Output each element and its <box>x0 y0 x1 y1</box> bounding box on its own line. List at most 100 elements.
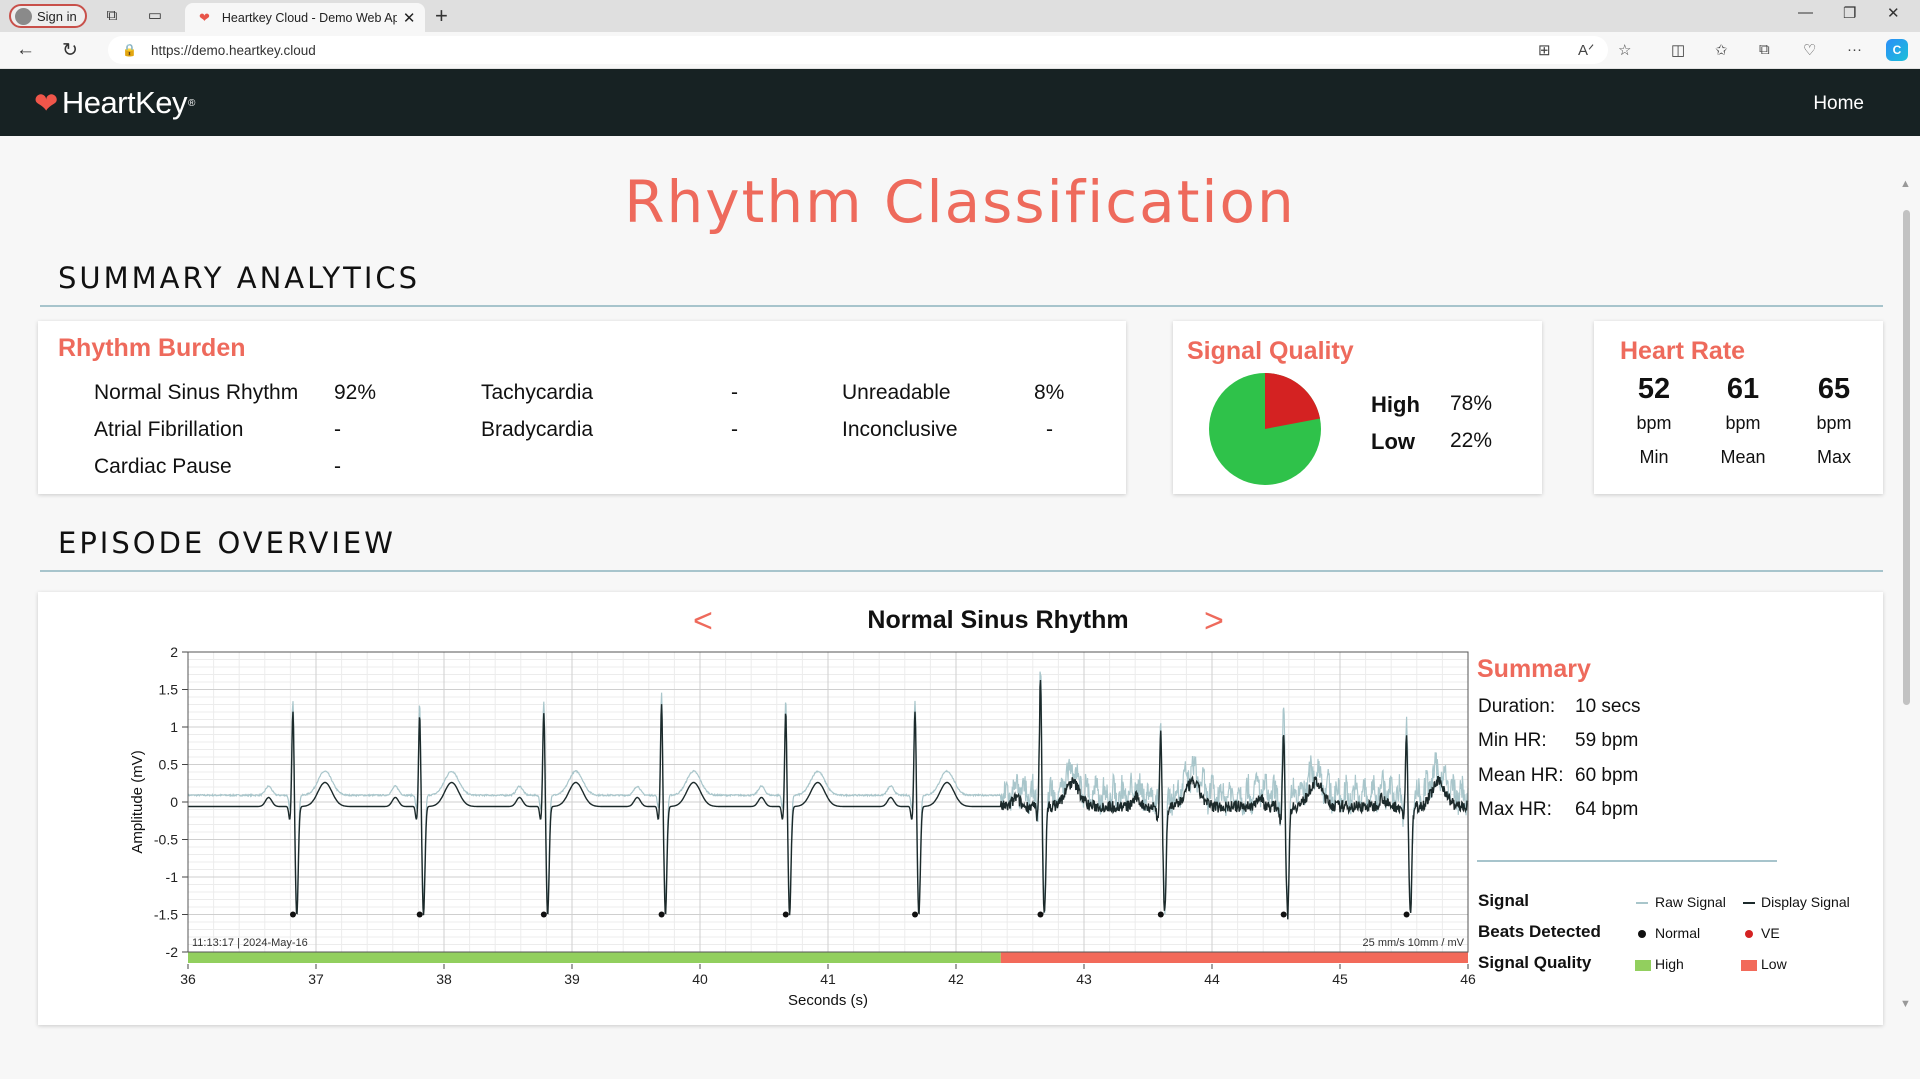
y-axis-label: Amplitude (mV) <box>129 750 146 853</box>
minimize-icon[interactable]: — <box>1798 4 1813 21</box>
url-input[interactable]: 🔒 https://demo.heartkey.cloud <box>108 36 1608 64</box>
x-tick-label: 36 <box>180 971 196 987</box>
burden-label: Bradycardia <box>481 418 594 441</box>
legend-normal: Normal <box>1655 925 1701 941</box>
episode-overview-heading: EPISODE OVERVIEW <box>58 526 396 560</box>
scroll-up-arrow-icon[interactable]: ▲ <box>1900 178 1911 190</box>
low-quality-swatch <box>1741 960 1757 971</box>
scale-label: 25 mm/s 10mm / mV <box>1363 937 1465 949</box>
quality-low-label: Low <box>1371 429 1415 454</box>
split-screen-icon[interactable]: ◫ <box>1671 42 1686 59</box>
hr-mean-stat: 61 bpm Mean <box>1693 373 1793 468</box>
registered-mark: ® <box>188 97 195 109</box>
legend-high: High <box>1655 956 1684 972</box>
quality-segment <box>188 952 1001 963</box>
restore-icon[interactable]: ❐ <box>1843 5 1857 22</box>
episode-card: < Normal Sinus Rhythm > 2 1.5 1 0.5 0 -0.5 -1 -… <box>38 592 1883 1025</box>
summary-divider <box>1477 860 1777 862</box>
legend-quality-label: Signal Quality <box>1478 953 1592 972</box>
next-episode-button[interactable]: > <box>1204 602 1224 640</box>
prev-episode-button[interactable]: < <box>693 602 713 640</box>
more-menu-icon[interactable]: ··· <box>1847 41 1862 58</box>
window-close-icon[interactable]: ✕ <box>1887 5 1900 22</box>
logo-text: HeartKey <box>61 85 188 120</box>
hr-unit: bpm <box>1725 413 1761 433</box>
burden-value: 92% <box>334 381 377 404</box>
raw-signal-line <box>187 671 1469 915</box>
beat-marker <box>782 911 789 918</box>
episode-title: Normal Sinus Rhythm <box>867 606 1129 634</box>
burden-label: Inconclusive <box>842 418 958 441</box>
pie-slice-low <box>1265 373 1321 429</box>
tab-title: Heartkey Cloud - Demo Web Ap <box>221 10 397 25</box>
signal-quality-card: Signal Quality High 78% Low 22% <box>1173 321 1542 494</box>
burden-value: - <box>1046 418 1053 441</box>
beat-marker <box>416 911 423 918</box>
y-tick-label: 1 <box>170 719 178 735</box>
sign-in-button[interactable]: Sign in <box>9 4 87 28</box>
x-axis-label: Seconds (s) <box>788 992 868 1009</box>
y-tick-label: -1.5 <box>154 907 178 923</box>
new-tab-icon[interactable]: + <box>435 3 448 28</box>
burden-value: - <box>334 418 341 441</box>
x-tick-label: 37 <box>308 971 324 987</box>
address-bar-row: ← ↻ 🔒 https://demo.heartkey.cloud ⊞ Aᐟ ☆… <box>0 32 1920 69</box>
timestamp-label: 11:13:17 | 2024-May-16 <box>192 937 308 949</box>
tab-close-icon[interactable]: ✕ <box>402 9 416 27</box>
burden-label: Cardiac Pause <box>94 455 232 478</box>
heartkey-logo[interactable]: ❤ HeartKey ® <box>34 85 195 121</box>
normal-beat-swatch <box>1638 930 1646 938</box>
sign-in-label: Sign in <box>37 8 77 24</box>
refresh-icon[interactable]: ↻ <box>62 40 78 61</box>
rhythm-burden-card: Rhythm Burden Normal Sinus Rhythm 92% At… <box>38 321 1126 494</box>
beat-marker <box>1403 911 1410 918</box>
browser-essentials-icon[interactable]: ♡ <box>1803 42 1817 59</box>
url-text: https://demo.heartkey.cloud <box>150 42 316 58</box>
beats-detected-markers <box>289 911 1410 918</box>
y-tick-label: -0.5 <box>154 832 178 848</box>
y-tick-label: 1.5 <box>159 682 179 698</box>
hr-value: 65 <box>1817 373 1851 405</box>
tab-actions-icon[interactable]: ▭ <box>147 7 163 24</box>
scroll-down-arrow-icon[interactable]: ▼ <box>1900 998 1911 1010</box>
legend-low: Low <box>1761 956 1787 972</box>
quality-segment <box>1000 952 1468 963</box>
hr-unit: bpm <box>1816 413 1852 433</box>
scrollbar-thumb[interactable] <box>1903 210 1910 705</box>
episode-summary-title: Summary <box>1477 655 1591 683</box>
summary-value: 10 secs <box>1575 696 1641 717</box>
hr-unit: bpm <box>1636 413 1672 433</box>
quality-high-value: 78% <box>1450 392 1493 415</box>
collections-icon[interactable]: ⧉ <box>1759 41 1770 58</box>
burden-label: Unreadable <box>842 381 951 404</box>
favorite-star-icon[interactable]: ☆ <box>1618 42 1632 59</box>
nav-home-link[interactable]: Home <box>1813 93 1864 114</box>
workspaces-icon[interactable]: ⧉ <box>106 7 118 24</box>
y-tick-label: 2 <box>170 644 178 660</box>
x-tick-label: 45 <box>1332 971 1348 987</box>
app-available-icon[interactable]: ⊞ <box>1538 42 1551 59</box>
summary-label: Max HR: <box>1478 799 1552 820</box>
legend-raw-signal: Raw Signal <box>1655 894 1726 910</box>
hr-label: Max <box>1816 447 1851 467</box>
x-tick-label: 43 <box>1076 971 1092 987</box>
copilot-icon[interactable]: C <box>1886 39 1908 61</box>
hr-value: 52 <box>1637 373 1671 405</box>
summary-label: Min HR: <box>1478 730 1547 751</box>
legend-beats-label: Beats Detected <box>1478 922 1601 941</box>
back-arrow-icon[interactable]: ← <box>16 39 35 60</box>
heart-logo-icon: ❤ <box>34 87 58 120</box>
beat-marker <box>1037 911 1044 918</box>
read-aloud-icon[interactable]: Aᐟ <box>1578 42 1595 59</box>
raw-signal-swatch <box>1636 902 1648 904</box>
hr-max-stat: 65 bpm Max <box>1784 373 1884 468</box>
hr-min-stat: 52 bpm Min <box>1604 373 1704 468</box>
summary-label: Mean HR: <box>1478 765 1564 786</box>
ecg-chart: 2 1.5 1 0.5 0 -0.5 -1 -1.5 -2 36 37 38 39 40 41 42 43 44… <box>129 644 1476 1009</box>
favorites-icon[interactable]: ✩ <box>1715 42 1728 59</box>
heart-rate-card: Heart Rate 52 bpm Min 61 bpm Mean 65 bpm… <box>1594 321 1883 494</box>
quality-low-value: 22% <box>1450 429 1493 452</box>
burden-value: - <box>731 418 738 441</box>
browser-tab-active[interactable]: ❤ Heartkey Cloud - Demo Web Ap ✕ <box>185 3 425 32</box>
hr-label: Mean <box>1720 447 1766 467</box>
